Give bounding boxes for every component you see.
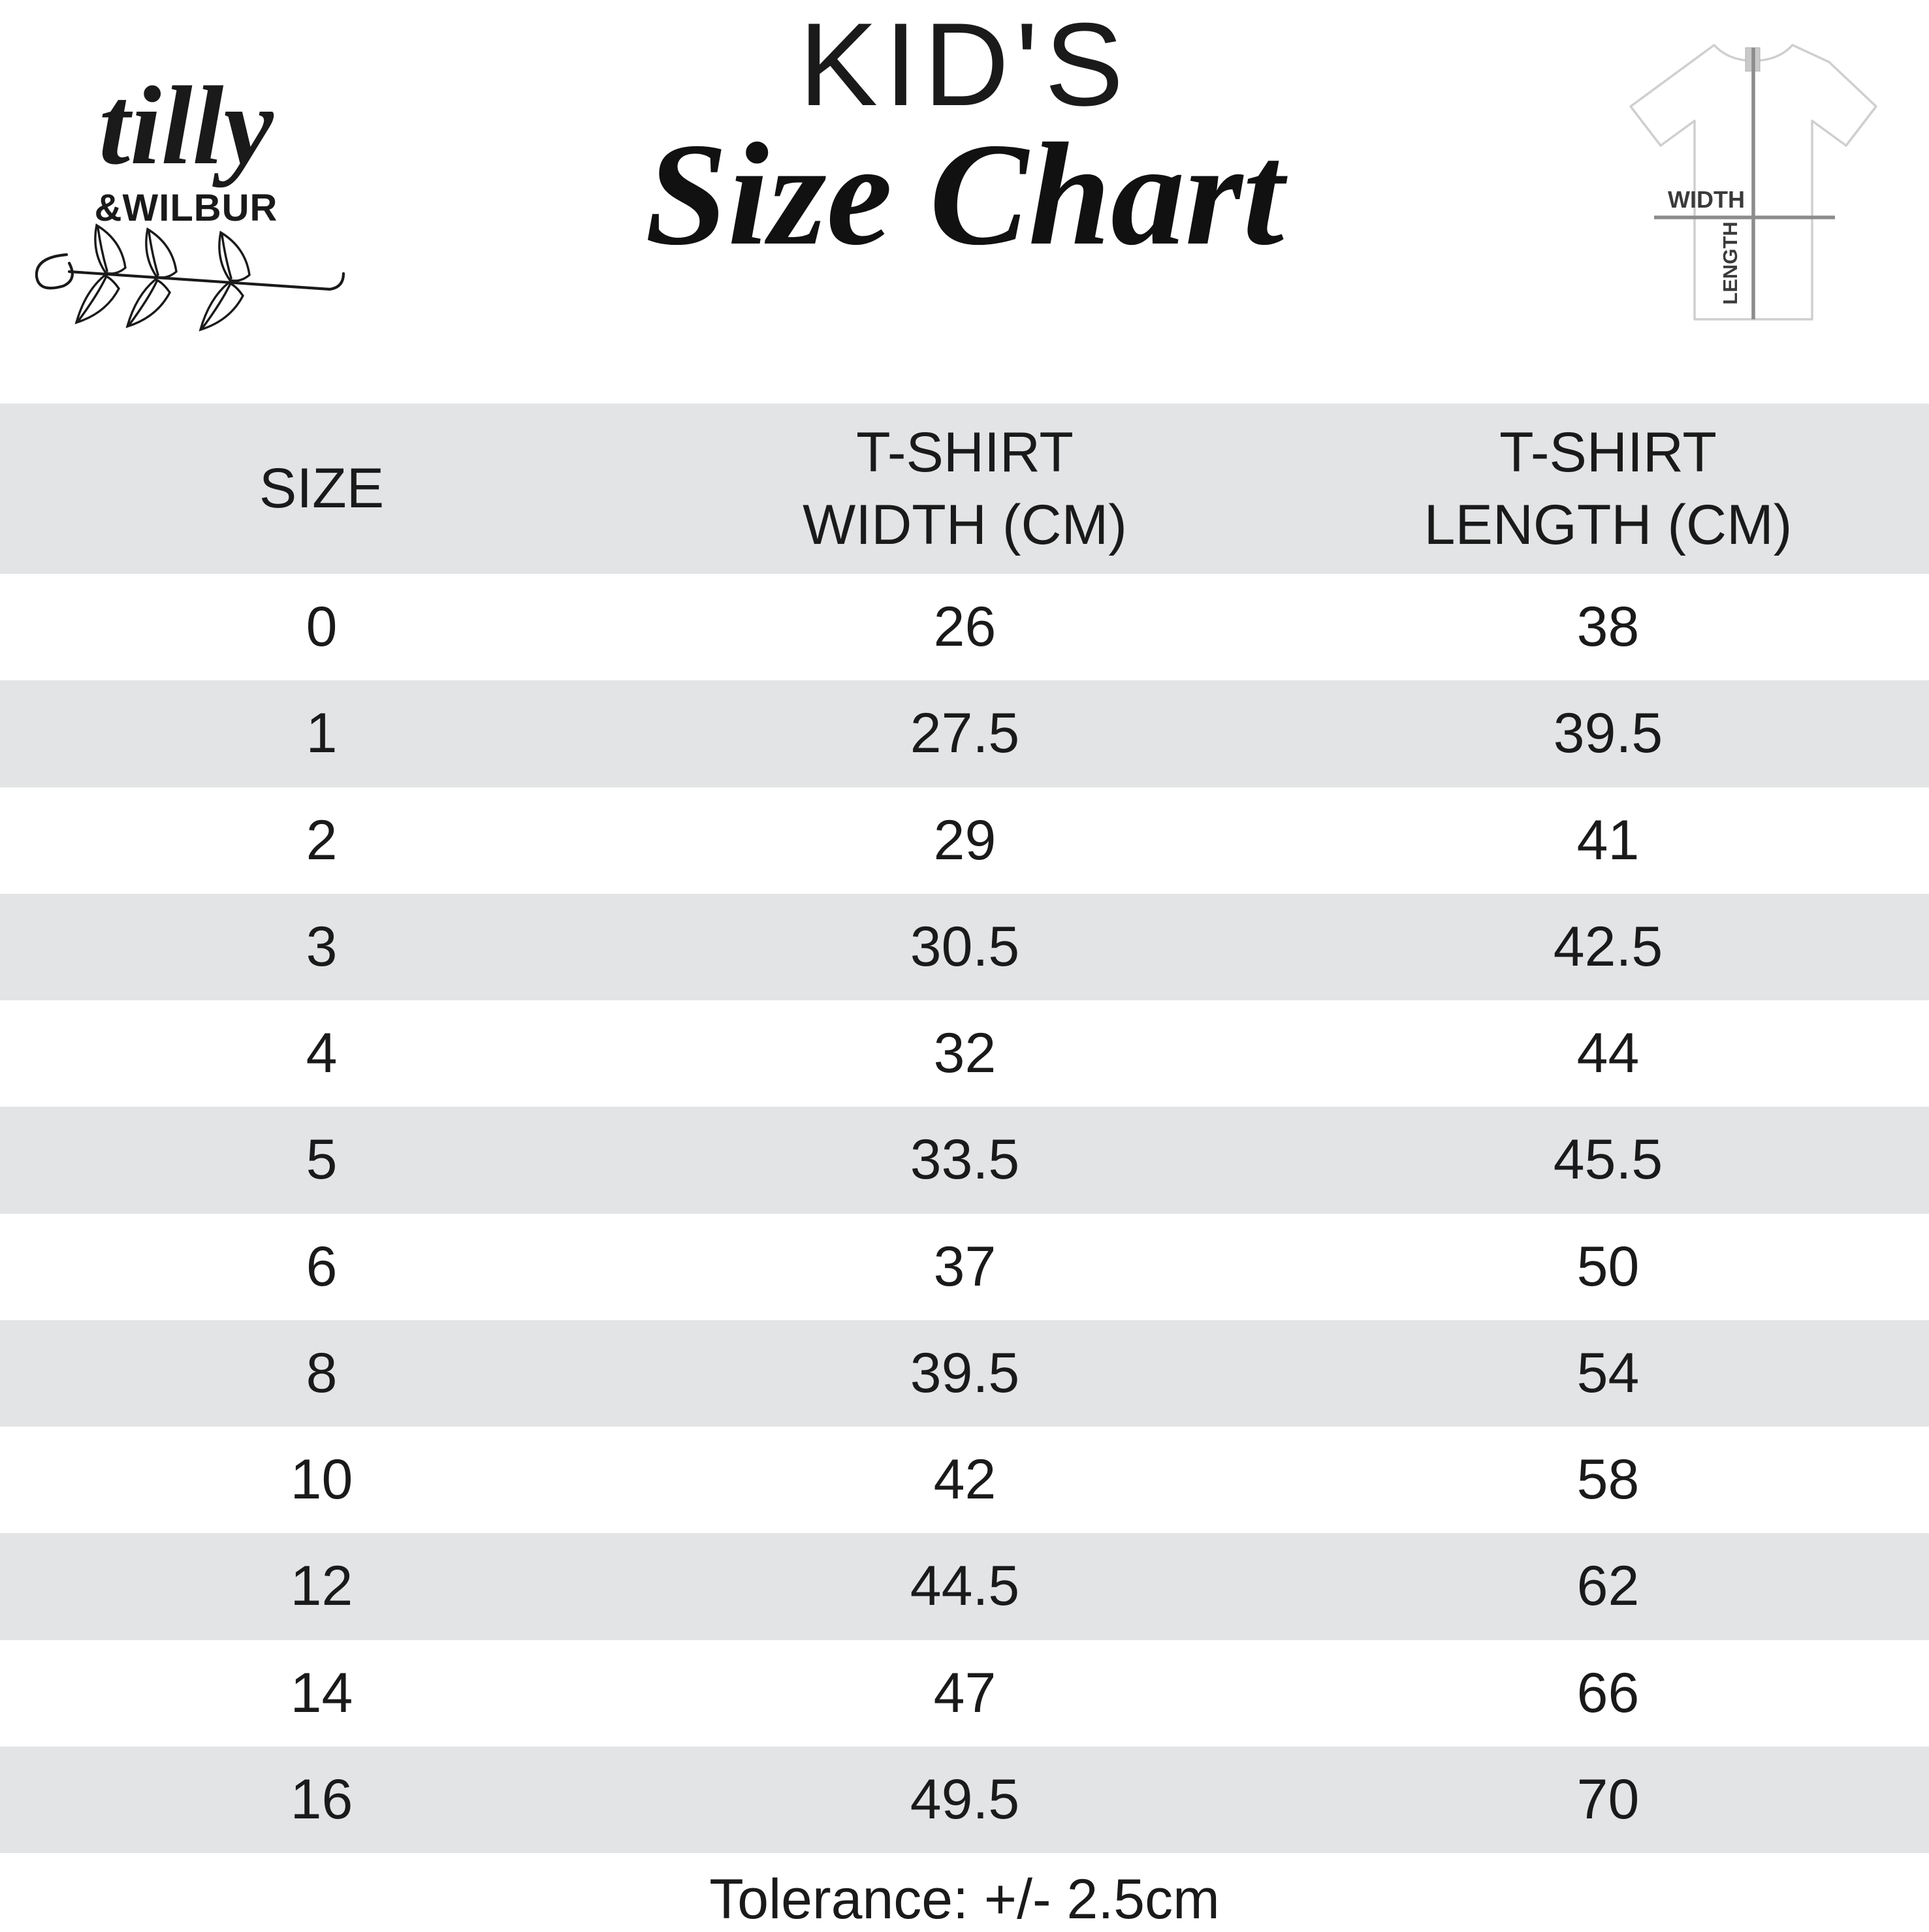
svg-text:LENGTH: LENGTH — [1719, 221, 1742, 304]
svg-text:tilly: tilly — [99, 64, 274, 188]
svg-text:WIDTH: WIDTH — [1668, 186, 1745, 213]
svg-text:&WILBUR: &WILBUR — [95, 187, 278, 229]
